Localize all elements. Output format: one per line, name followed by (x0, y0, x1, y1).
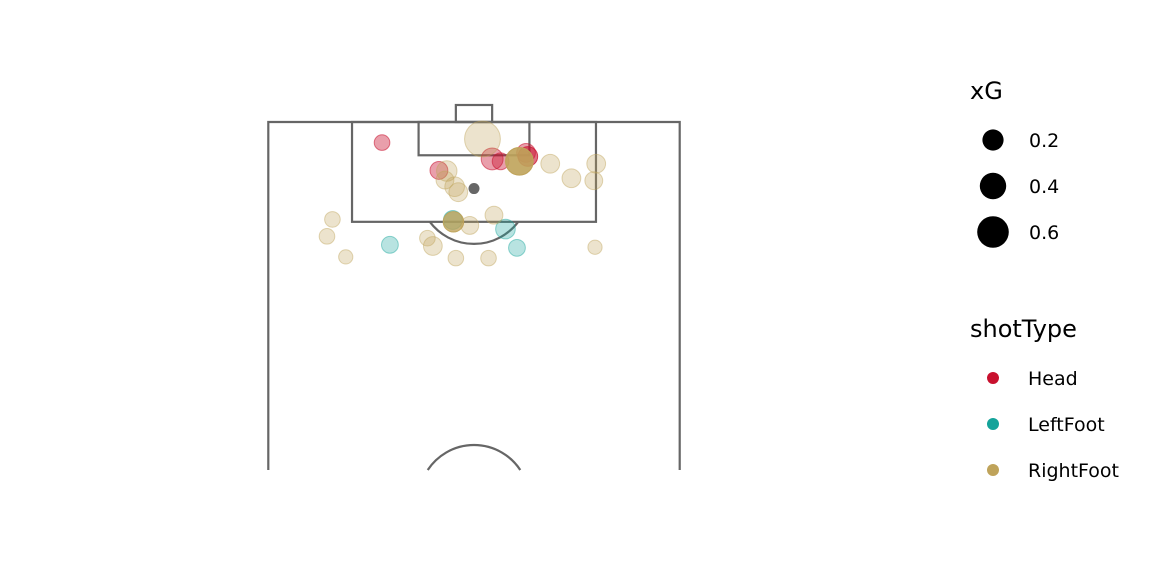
goal (454, 103, 494, 124)
xg-legend-label: 0.2 (1029, 130, 1059, 152)
shot-point-rightfoot (561, 168, 582, 189)
shot-point-head (429, 160, 449, 180)
xg-legend-key (977, 216, 1009, 248)
shot-point-rightfoot (460, 216, 480, 235)
shot-point-leftfoot (508, 238, 526, 257)
shot-type-legend-title: shotType (970, 315, 1077, 343)
shot-point-rightfoot (484, 205, 504, 225)
penalty-spot (468, 183, 480, 195)
shot-type-legend-label: LeftFoot (1028, 414, 1105, 436)
shot-point-rightfoot (448, 182, 469, 203)
shot-point-rightfoot (338, 249, 354, 265)
shot-point-rightfoot (464, 120, 501, 158)
shot-point-rightfoot (419, 229, 436, 247)
shot-point-rightfoot (586, 153, 607, 174)
xg-size-legend: xG 0.2 0.4 0.6 (970, 77, 1059, 248)
xg-legend-key (982, 129, 1004, 151)
xg-legend-label: 0.4 (1029, 176, 1059, 198)
shot-type-legend: shotType Head LeftFoot RightFoot (970, 315, 1119, 482)
shot-point-rightfoot (587, 239, 603, 255)
shot-point-rightfoot (324, 211, 341, 228)
shot-point-rightfoot (444, 176, 465, 198)
shot-point-rightfoot (480, 249, 497, 267)
penalty-arc (428, 221, 520, 245)
shot-point-rightfoot (442, 211, 465, 233)
centre-circle-arc (426, 443, 522, 471)
xg-legend-key (979, 172, 1007, 200)
shot-point-rightfoot (318, 228, 336, 245)
shot-type-legend-label: Head (1028, 368, 1078, 390)
pitch-lines (267, 103, 681, 471)
pitch-boundary (267, 120, 681, 470)
shot-point-rightfoot (422, 236, 443, 256)
shot-points (318, 120, 607, 267)
xg-legend-label: 0.6 (1029, 222, 1059, 244)
shot-type-legend-label: RightFoot (1028, 460, 1119, 482)
shot-point-rightfoot (584, 171, 604, 191)
shot-type-legend-key (987, 464, 999, 476)
shot-point-rightfoot (540, 153, 561, 174)
shot-point-rightfoot (435, 170, 455, 190)
shot-point-rightfoot (436, 160, 458, 182)
shot-point-leftfoot (495, 218, 516, 240)
shot-point-rightfoot (505, 146, 534, 176)
xg-legend-title: xG (970, 77, 1003, 105)
shot-point-head (373, 134, 391, 151)
shot-type-legend-key (987, 372, 999, 384)
shot-point-rightfoot (447, 249, 465, 267)
shot-type-legend-key (987, 418, 999, 430)
shot-point-leftfoot (381, 235, 399, 254)
